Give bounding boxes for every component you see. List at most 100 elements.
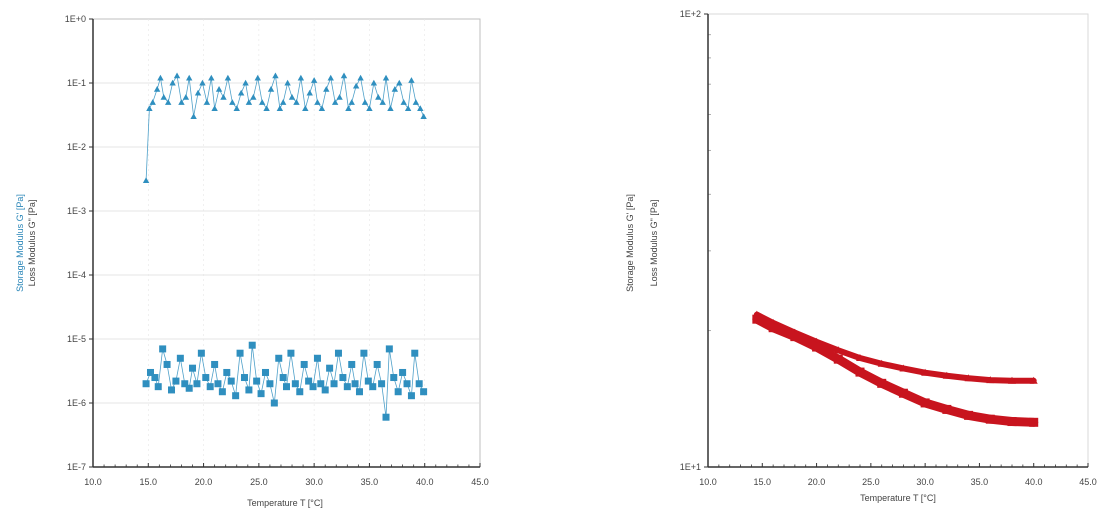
x-tick-label: 35.0: [971, 477, 989, 487]
square-marker: [300, 360, 308, 368]
square-marker: [326, 364, 334, 372]
triangle-marker: [921, 368, 930, 376]
triangle-marker: [1029, 376, 1038, 384]
square-marker: [146, 368, 154, 376]
square-marker: [415, 380, 423, 388]
square-marker: [385, 345, 393, 353]
square-marker: [348, 360, 356, 368]
triangle-marker: [160, 93, 167, 100]
y-tick-label: 1E+1: [680, 462, 701, 472]
square-marker: [964, 410, 974, 420]
square-marker: [382, 413, 390, 421]
square-marker: [287, 349, 295, 357]
y-tick-label: 1E-1: [67, 78, 86, 88]
square-marker: [185, 384, 193, 392]
triangle-marker: [379, 99, 386, 105]
triangle-marker: [964, 374, 973, 382]
square-marker: [1007, 417, 1017, 427]
series-lower-right: [752, 314, 1039, 427]
triangle-marker: [986, 376, 995, 384]
triangle-marker: [370, 79, 378, 86]
triangle-marker: [276, 105, 284, 112]
square-marker: [985, 414, 995, 424]
triangle-marker: [331, 99, 339, 105]
square-marker: [172, 377, 180, 385]
triangle-marker: [245, 99, 253, 105]
square-marker: [291, 380, 299, 388]
square-marker: [768, 323, 778, 333]
square-marker: [151, 374, 159, 382]
plot-area-left: [92, 18, 481, 468]
triangle-marker: [146, 105, 153, 112]
square-marker: [407, 392, 415, 400]
triangle-marker: [272, 72, 279, 79]
triangle-marker: [899, 364, 908, 372]
x-tick-label: 20.0: [808, 477, 826, 487]
x-tick-label: 15.0: [754, 477, 772, 487]
square-marker: [790, 332, 800, 342]
square-marker: [330, 380, 338, 388]
square-marker: [942, 404, 952, 414]
square-marker: [189, 364, 197, 372]
x-tick-label: 40.0: [1025, 477, 1043, 487]
square-marker: [197, 349, 205, 357]
triangle-marker: [250, 93, 257, 100]
y-tick-label: 1E-5: [67, 334, 86, 344]
triangle-marker: [327, 74, 334, 81]
triangle-marker: [340, 72, 348, 79]
square-marker: [159, 345, 167, 353]
square-marker: [877, 378, 887, 388]
series-triangles-left: [142, 72, 427, 184]
square-marker: [339, 374, 347, 382]
square-marker: [214, 380, 222, 388]
y-tick-label: 1E+0: [65, 14, 86, 24]
triangle-marker: [258, 99, 266, 105]
square-marker: [920, 398, 930, 408]
series-squares-left: [142, 341, 428, 421]
y-axis-title-left-2: Loss Modulus G" [Pa]: [27, 200, 37, 287]
y-axis-title-left-1: Storage Modulus G' [Pa]: [15, 194, 25, 292]
square-marker: [181, 380, 189, 388]
triangle-marker: [284, 79, 291, 86]
x-tick-label: 25.0: [250, 477, 268, 487]
square-marker: [390, 374, 398, 382]
triangle-marker: [942, 371, 951, 379]
triangle-marker: [366, 105, 373, 112]
triangle-marker: [412, 99, 420, 105]
y-tick-label: 1E+2: [680, 9, 701, 19]
triangle-marker: [408, 77, 415, 83]
y-tick-label: 1E-2: [67, 142, 86, 152]
square-marker: [211, 360, 219, 368]
triangle-marker: [203, 99, 211, 105]
triangle-marker: [182, 93, 190, 100]
triangle-marker: [417, 105, 424, 112]
square-marker: [373, 360, 381, 368]
x-axis-title-right: Temperature T [°C]: [860, 493, 936, 503]
x-axis-title-left: Temperature T [°C]: [247, 498, 323, 508]
x-tick-label: 30.0: [305, 477, 323, 487]
square-marker: [313, 354, 321, 362]
triangle-marker: [237, 89, 245, 96]
square-marker: [245, 386, 253, 394]
x-tick-label: 45.0: [471, 477, 489, 487]
triangle-marker: [361, 99, 369, 105]
x-tick-label: 25.0: [862, 477, 880, 487]
y-ticks-right: 1E+1 1E+2: [680, 9, 708, 472]
triangle-marker: [153, 86, 161, 92]
square-marker: [394, 388, 402, 396]
triangle-marker: [382, 74, 390, 81]
triangle-marker: [233, 105, 240, 112]
square-marker: [266, 380, 274, 388]
triangle-marker: [1008, 376, 1016, 384]
triangle-marker: [336, 93, 343, 100]
triangle-marker: [302, 105, 309, 112]
triangle-marker: [229, 99, 236, 105]
square-marker: [420, 388, 428, 396]
square-marker: [305, 377, 313, 385]
square-marker: [240, 374, 248, 382]
triangle-marker: [157, 74, 164, 81]
triangle-marker: [190, 113, 197, 120]
square-marker: [227, 377, 235, 385]
square-marker: [223, 368, 231, 376]
triangle-marker: [263, 105, 270, 112]
